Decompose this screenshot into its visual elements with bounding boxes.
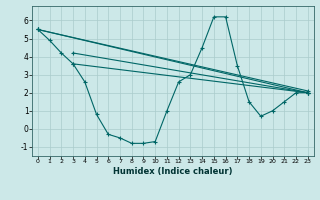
X-axis label: Humidex (Indice chaleur): Humidex (Indice chaleur) <box>113 167 233 176</box>
